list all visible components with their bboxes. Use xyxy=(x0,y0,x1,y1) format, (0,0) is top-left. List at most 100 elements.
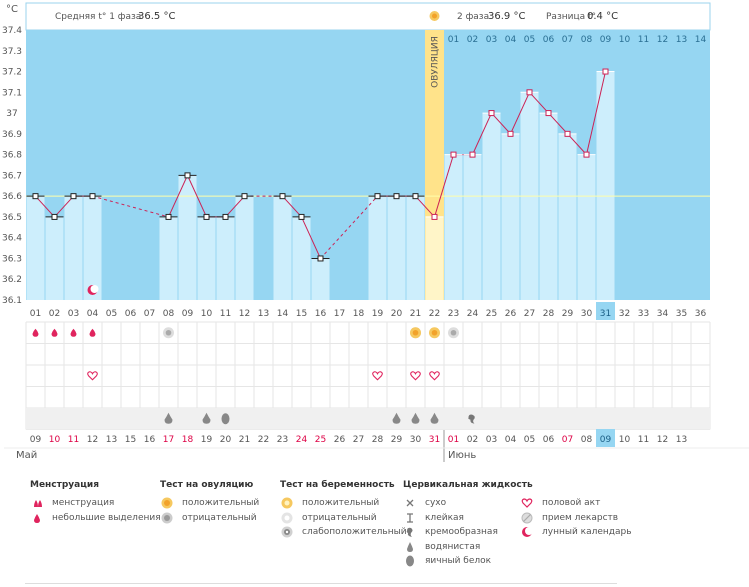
legend-label: отрицательный xyxy=(182,512,257,523)
temp-line xyxy=(415,195,435,218)
temp-line xyxy=(510,92,530,135)
temp-bar xyxy=(444,154,463,300)
heart-icon xyxy=(520,497,534,509)
temp-point xyxy=(203,213,210,220)
pregnancy-positive-icon xyxy=(280,497,294,509)
legend-item: небольшие выделения xyxy=(30,511,161,526)
cycle-day-label: 25 xyxy=(486,309,497,319)
cycle-day-label: 31 xyxy=(600,309,611,319)
temp-point xyxy=(564,130,571,137)
cycle-day-label: 02 xyxy=(49,309,60,319)
phase1-label: Средняя t° 1 фаза xyxy=(55,12,141,22)
phase2-day-label: 03 xyxy=(486,35,497,45)
sticky-icon xyxy=(403,512,417,524)
cycle-day-label: 34 xyxy=(657,309,669,319)
temp-line xyxy=(586,71,606,155)
legend-label: положительный xyxy=(302,498,380,509)
pill-icon xyxy=(520,512,534,524)
date-label: 22 xyxy=(258,435,269,445)
legend-item: кремообразная xyxy=(403,525,533,540)
current-date-highlight xyxy=(596,429,615,447)
phase2-day-label: 04 xyxy=(505,35,517,45)
legend-item: лунный календарь xyxy=(520,525,632,540)
date-label: 12 xyxy=(87,435,98,445)
y-tick-label: 36.4 xyxy=(2,234,22,244)
date-label: 24 xyxy=(296,435,308,445)
y-tick-label: 36.8 xyxy=(2,151,22,161)
creamy-icon xyxy=(468,414,475,424)
footer-divider xyxy=(25,583,617,584)
cycle-day-label: 03 xyxy=(68,309,79,319)
date-label: 08 xyxy=(581,435,593,445)
cycle-day-label: 18 xyxy=(353,309,365,319)
phase2-day-label: 14 xyxy=(695,35,707,45)
current-date-label: 09 xyxy=(600,435,612,445)
cycle-day-label: 15 xyxy=(296,309,307,319)
legend-label: лунный календарь xyxy=(542,527,632,538)
cycle-day-label: 06 xyxy=(125,309,137,319)
date-label: 10 xyxy=(619,435,631,445)
temp-bar xyxy=(482,113,501,300)
month-label: Май xyxy=(16,450,37,461)
temp-line-gap xyxy=(320,195,378,259)
phase2-value: 36.9 °C xyxy=(488,11,525,22)
cycle-day-label: 33 xyxy=(638,309,649,319)
cycle-day-label: 13 xyxy=(258,309,269,319)
y-tick-label: 36.1 xyxy=(2,296,22,306)
temp-point xyxy=(412,193,419,200)
eggwhite-icon xyxy=(403,555,417,567)
date-label: 05 xyxy=(524,435,535,445)
temp-bar xyxy=(83,196,102,300)
legend-label: прием лекарств xyxy=(542,512,619,523)
date-label: 17 xyxy=(163,435,174,445)
legend-item: положительный xyxy=(160,496,259,511)
legend-title: Тест на беременность xyxy=(280,480,395,490)
cycle-day-label: 17 xyxy=(334,309,345,319)
date-label: 06 xyxy=(543,435,555,445)
heart-icon xyxy=(429,371,440,381)
legend-label: кремообразная xyxy=(425,527,498,538)
legend-label: небольшие выделения xyxy=(52,512,161,523)
temp-bar xyxy=(197,216,216,300)
y-tick-label: 36.5 xyxy=(2,213,22,223)
temp-point xyxy=(298,213,305,220)
cycle-day-label: 09 xyxy=(182,309,194,319)
date-label: 28 xyxy=(372,435,384,445)
temp-line xyxy=(529,91,549,114)
date-label: 16 xyxy=(144,435,156,445)
cycle-day-label: 24 xyxy=(467,309,479,319)
phase2-day-label: 06 xyxy=(543,35,555,45)
temp-point xyxy=(431,213,438,220)
watery-drop-icon xyxy=(403,541,417,553)
phase2-day-label: 02 xyxy=(467,35,478,45)
temp-line xyxy=(187,175,207,218)
menstruation-drop-icon xyxy=(70,328,77,337)
cycle-day-label: 14 xyxy=(277,309,289,319)
header-box xyxy=(25,2,711,31)
legend-item: яичный белок xyxy=(403,554,533,569)
ovulation-bar xyxy=(425,216,444,300)
temp-line xyxy=(168,175,188,218)
legend-item: отрицательный xyxy=(160,511,259,526)
y-tick-label: 37.2 xyxy=(2,68,22,78)
moon-icon xyxy=(520,526,534,538)
legend-ovulation-test: Тест на овуляцию положительный отрицател… xyxy=(160,480,259,525)
y-tick-label: 37.1 xyxy=(2,88,22,98)
spotting-drop-icon xyxy=(30,512,44,524)
temp-point xyxy=(469,151,476,158)
menstruation-drop-icon xyxy=(32,328,39,337)
legend-label: положительный xyxy=(182,498,260,509)
date-label: 01 xyxy=(448,435,459,445)
cycle-day-label: 27 xyxy=(524,309,535,319)
date-label: 07 xyxy=(562,435,573,445)
date-label: 04 xyxy=(505,435,517,445)
y-tick-label: 37.3 xyxy=(2,47,22,57)
temp-bar xyxy=(577,154,596,300)
temp-bar xyxy=(216,216,235,300)
legend-label: клейкая xyxy=(425,512,464,523)
watery-drop-icon xyxy=(164,412,173,424)
cycle-day-label: 28 xyxy=(543,309,555,319)
cycle-day-label: 12 xyxy=(239,309,250,319)
test-positive-core xyxy=(431,329,438,336)
temp-line xyxy=(301,216,321,259)
